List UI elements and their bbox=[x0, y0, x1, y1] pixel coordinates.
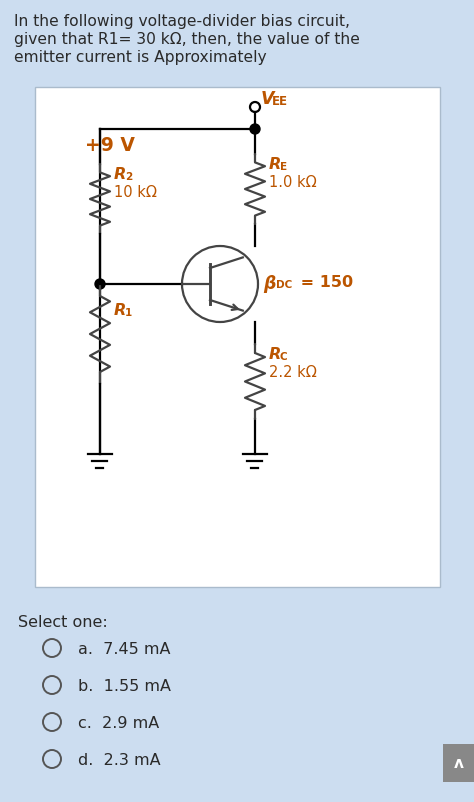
Circle shape bbox=[250, 125, 260, 135]
Text: given that R1= 30 kΩ, then, the value of the: given that R1= 30 kΩ, then, the value of… bbox=[14, 32, 360, 47]
Text: ʌ: ʌ bbox=[454, 755, 464, 771]
Text: R: R bbox=[269, 157, 282, 172]
Text: a.  7.45 mA: a. 7.45 mA bbox=[78, 642, 171, 656]
Text: 2.2 kΩ: 2.2 kΩ bbox=[269, 365, 317, 379]
Text: emitter current is Approximately: emitter current is Approximately bbox=[14, 50, 266, 65]
Text: V: V bbox=[261, 90, 274, 107]
Bar bbox=[35, 88, 440, 587]
Text: 1: 1 bbox=[125, 308, 132, 318]
Text: DC: DC bbox=[276, 280, 292, 290]
Bar bbox=[443, 744, 474, 782]
Text: b.  1.55 mA: b. 1.55 mA bbox=[78, 678, 171, 693]
Text: EE: EE bbox=[272, 95, 288, 107]
Circle shape bbox=[95, 280, 105, 290]
Text: R: R bbox=[114, 167, 127, 182]
Text: β: β bbox=[263, 274, 275, 293]
Text: = 150: = 150 bbox=[295, 274, 353, 290]
Text: 1.0 kΩ: 1.0 kΩ bbox=[269, 175, 317, 190]
Text: R: R bbox=[269, 346, 282, 362]
Text: C: C bbox=[280, 351, 288, 362]
Text: 2: 2 bbox=[125, 172, 132, 182]
Text: E: E bbox=[280, 162, 287, 172]
Text: d.  2.3 mA: d. 2.3 mA bbox=[78, 752, 161, 767]
Text: c.  2.9 mA: c. 2.9 mA bbox=[78, 715, 159, 730]
Text: In the following voltage-divider bias circuit,: In the following voltage-divider bias ci… bbox=[14, 14, 350, 29]
Text: 10 kΩ: 10 kΩ bbox=[114, 184, 157, 200]
Text: +9 V: +9 V bbox=[85, 136, 135, 155]
Text: R: R bbox=[114, 302, 127, 318]
Text: Select one:: Select one: bbox=[18, 614, 108, 630]
